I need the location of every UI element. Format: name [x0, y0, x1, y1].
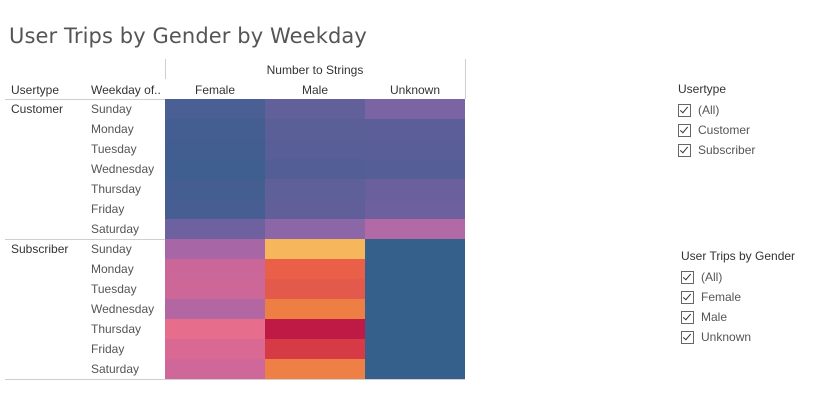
heatmap-cell-customer-tuesday-female[interactable]: [165, 139, 265, 159]
weekday-label-customer-wednesday: Wednesday: [91, 162, 155, 176]
heatmap-cell-customer-monday-female[interactable]: [165, 119, 265, 139]
heatmap-cell-customer-thursday-female[interactable]: [165, 179, 265, 199]
heatmap-cell-customer-wednesday-unknown[interactable]: [365, 159, 465, 179]
weekday-label-customer-saturday: Saturday: [91, 222, 140, 236]
heatmap-cell-subscriber-friday-male[interactable]: [265, 339, 365, 359]
weekday-label-subscriber-monday: Monday: [91, 262, 134, 276]
heatmap-cell-subscriber-friday-female[interactable]: [165, 339, 265, 359]
heatmap-cell-subscriber-thursday-unknown[interactable]: [365, 319, 465, 339]
weekday-label-customer-monday: Monday: [91, 122, 134, 136]
heatmap-cell-customer-tuesday-male[interactable]: [265, 139, 365, 159]
heatmap-cell-customer-sunday-female[interactable]: [165, 99, 265, 119]
heatmap-cell-customer-thursday-unknown[interactable]: [365, 179, 465, 199]
filter-item-label: Subscriber: [698, 143, 756, 157]
heatmap-cell-subscriber-sunday-unknown[interactable]: [365, 239, 465, 259]
filter-item-label: (All): [698, 103, 720, 117]
filter-item-label: Female: [701, 290, 742, 304]
usertype-label-subscriber: Subscriber: [11, 242, 69, 256]
weekday-label-subscriber-wednesday: Wednesday: [91, 302, 155, 316]
heatmap-cell-customer-sunday-unknown[interactable]: [365, 99, 465, 119]
header-bottom-rule: [5, 99, 165, 100]
checkbox-checked-icon[interactable]: [681, 310, 694, 324]
weekday-label-customer-sunday: Sunday: [91, 102, 132, 116]
heatmap-cell-subscriber-thursday-male[interactable]: [265, 319, 365, 339]
weekday-label-subscriber-friday: Friday: [91, 342, 125, 356]
weekday-label-subscriber-saturday: Saturday: [91, 362, 140, 376]
heatmap-cell-subscriber-wednesday-male[interactable]: [265, 299, 365, 319]
gender-filter-female[interactable]: Female: [681, 287, 795, 307]
header-divider-right: [465, 59, 466, 99]
heatmap-cell-subscriber-thursday-female[interactable]: [165, 319, 265, 339]
usertype-filter-customer[interactable]: Customer: [678, 120, 755, 140]
heatmap-cell-subscriber-saturday-unknown[interactable]: [365, 359, 465, 379]
heatmap-cell-customer-saturday-unknown[interactable]: [365, 219, 465, 239]
heatmap-cell-customer-wednesday-female[interactable]: [165, 159, 265, 179]
heatmap-cell-subscriber-monday-unknown[interactable]: [365, 259, 465, 279]
heatmap-cell-subscriber-tuesday-male[interactable]: [265, 279, 365, 299]
table-bottom-rule: [5, 379, 465, 380]
checkbox-checked-icon[interactable]: [681, 330, 694, 344]
heatmap-cell-subscriber-saturday-male[interactable]: [265, 359, 365, 379]
filter-item-label: Unknown: [701, 330, 752, 344]
heatmap-cell-customer-friday-female[interactable]: [165, 199, 265, 219]
usertype-column-header: Usertype: [11, 83, 60, 97]
heatmap-cell-subscriber-saturday-female[interactable]: [165, 359, 265, 379]
heatmap-cell-subscriber-monday-male[interactable]: [265, 259, 365, 279]
weekday-label-customer-thursday: Thursday: [91, 182, 142, 196]
heatmap-cell-subscriber-sunday-female[interactable]: [165, 239, 265, 259]
gender-filter-male[interactable]: Male: [681, 307, 795, 327]
usertype-label-customer: Customer: [11, 102, 64, 116]
checkbox-checked-icon[interactable]: [681, 270, 694, 284]
heatmap-cell-customer-saturday-female[interactable]: [165, 219, 265, 239]
usertype-filter-subscriber[interactable]: Subscriber: [678, 140, 755, 160]
weekday-label-subscriber-thursday: Thursday: [91, 322, 142, 336]
column-header-male: Male: [301, 83, 328, 97]
heatmap-cell-subscriber-wednesday-unknown[interactable]: [365, 299, 465, 319]
heatmap-cell-subscriber-tuesday-female[interactable]: [165, 279, 265, 299]
heatmap-cell-customer-friday-unknown[interactable]: [365, 199, 465, 219]
filter-item-label: (All): [701, 270, 723, 284]
heatmap-cell-customer-monday-unknown[interactable]: [365, 119, 465, 139]
weekday-label-subscriber-sunday: Sunday: [91, 242, 132, 256]
gender-filter-unknown[interactable]: Unknown: [681, 327, 795, 347]
heatmap-cell-customer-saturday-male[interactable]: [265, 219, 365, 239]
checkbox-checked-icon[interactable]: [681, 290, 694, 304]
heatmap-cell-customer-wednesday-male[interactable]: [265, 159, 365, 179]
checkbox-checked-icon[interactable]: [678, 143, 691, 157]
checkbox-checked-icon[interactable]: [678, 103, 691, 117]
column-group-header: Number to Strings: [266, 63, 364, 77]
header-divider-left: [165, 59, 166, 79]
weekday-column-header: Weekday of..: [91, 83, 161, 97]
gender-filter-all[interactable]: (All): [681, 267, 795, 287]
checkbox-checked-icon[interactable]: [678, 123, 691, 137]
heatmap-cell-subscriber-friday-unknown[interactable]: [365, 339, 465, 359]
heatmap-cell-subscriber-monday-female[interactable]: [165, 259, 265, 279]
heatmap-cell-customer-monday-male[interactable]: [265, 119, 365, 139]
filter-item-label: Male: [701, 310, 728, 324]
column-header-unknown: Unknown: [389, 83, 441, 97]
filter-item-label: Customer: [698, 123, 751, 137]
heatmap-cell-subscriber-tuesday-unknown[interactable]: [365, 279, 465, 299]
usertype-filter-all[interactable]: (All): [678, 100, 755, 120]
gender-filter-title: User Trips by Gender: [681, 249, 796, 263]
gender-filter: User Trips by Gender (All) Female Male U…: [681, 249, 795, 347]
column-header-female: Female: [194, 83, 235, 97]
heatmap-cell-subscriber-wednesday-female[interactable]: [165, 299, 265, 319]
weekday-label-subscriber-tuesday: Tuesday: [91, 282, 137, 296]
heatmap-cell-customer-friday-male[interactable]: [265, 199, 365, 219]
heatmap-cell-customer-tuesday-unknown[interactable]: [365, 139, 465, 159]
weekday-label-customer-friday: Friday: [91, 202, 125, 216]
heatmap-cell-customer-sunday-male[interactable]: [265, 99, 365, 119]
heatmap-cell-customer-thursday-male[interactable]: [265, 179, 365, 199]
heatmap-cell-subscriber-sunday-male[interactable]: [265, 239, 365, 259]
weekday-label-customer-tuesday: Tuesday: [91, 142, 137, 156]
usertype-filter-title: Usertype: [678, 82, 727, 96]
chart-title: User Trips by Gender by Weekday: [9, 24, 367, 48]
group-separator-rule: [5, 239, 165, 240]
usertype-filter: Usertype (All) Customer Subscriber: [678, 82, 755, 160]
